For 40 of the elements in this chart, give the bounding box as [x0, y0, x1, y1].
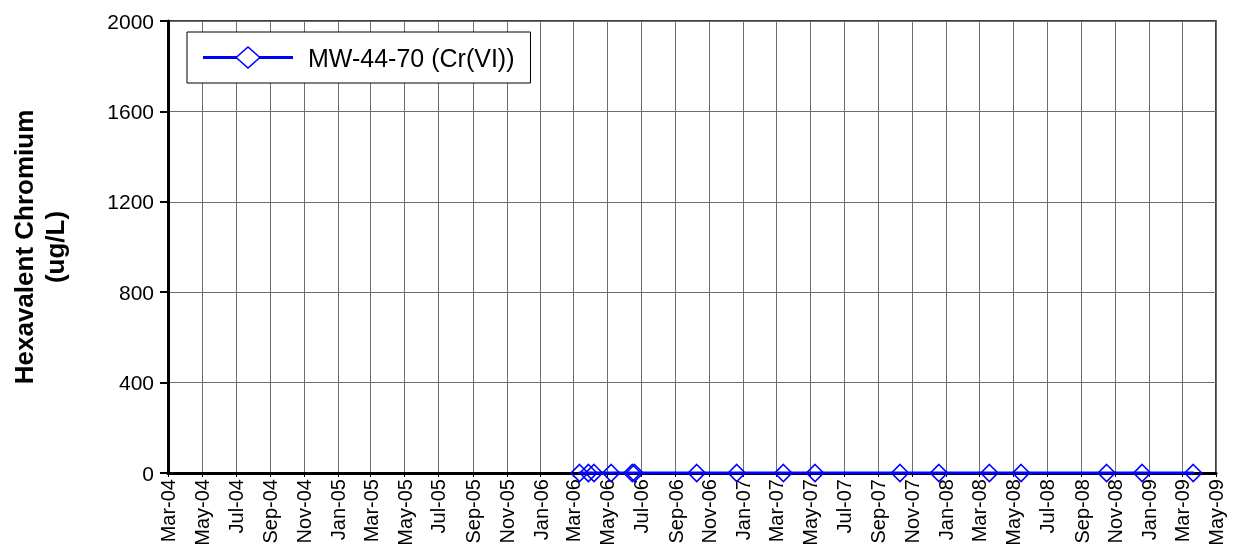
y-tick-label: 400 — [118, 371, 154, 395]
x-tick-label: Nov-07 — [901, 479, 924, 544]
y-tick-label: 0 — [142, 461, 154, 485]
y-tick-label: 2000 — [107, 9, 154, 33]
x-tick-label: Nov-04 — [293, 479, 316, 544]
x-tick-label: Mar-09 — [1171, 479, 1194, 543]
x-tick-label: May-08 — [1002, 479, 1025, 546]
x-tick-label: May-07 — [799, 479, 822, 546]
x-tick-label: Jan-09 — [1138, 479, 1161, 541]
x-tick-label: Nov-05 — [495, 479, 518, 544]
x-tick-label: Mar-04 — [157, 479, 179, 543]
x-tick-label: Mar-06 — [562, 479, 585, 543]
x-tick-label: May-06 — [596, 479, 619, 546]
x-tick-label: Jul-06 — [630, 479, 653, 534]
x-tick-label: Jul-07 — [832, 479, 855, 534]
x-tick-label: Jan-08 — [935, 479, 958, 541]
x-tick-label: Jul-08 — [1036, 479, 1059, 534]
x-tick-label: Sep-07 — [867, 479, 890, 544]
y-tick-label: 1200 — [107, 190, 154, 214]
x-tick-label: Jul-04 — [224, 479, 247, 534]
x-tick-label: Jan-07 — [732, 479, 755, 541]
x-tick-label: Sep-05 — [461, 479, 484, 544]
x-tick-label: Sep-04 — [259, 479, 282, 544]
x-tick-label: May-05 — [393, 479, 416, 546]
x-tick-label: Jul-05 — [427, 479, 450, 534]
x-tick-label: Jan-05 — [326, 479, 349, 541]
x-tick-label: Sep-06 — [664, 479, 687, 544]
x-tick-label: Nov-06 — [698, 479, 721, 544]
x-tick-label: May-04 — [190, 479, 213, 546]
y-tick-label: 1600 — [107, 99, 154, 123]
y-tick-label: 800 — [118, 280, 154, 304]
x-tick-label: Sep-08 — [1070, 479, 1093, 544]
x-tick-label: Jan-06 — [529, 479, 552, 541]
x-tick-label: Mar-07 — [765, 479, 788, 543]
x-tick-label: May-09 — [1205, 479, 1227, 546]
y-axis-title: Hexavalent Chromium (ug/L) — [8, 109, 70, 385]
x-tick-label: Mar-05 — [359, 479, 382, 543]
x-tick-label: Nov-08 — [1104, 479, 1127, 544]
x-tick-label: Mar-08 — [968, 479, 991, 543]
legend-label: MW-44-70 (Cr(VI)) — [308, 43, 515, 72]
